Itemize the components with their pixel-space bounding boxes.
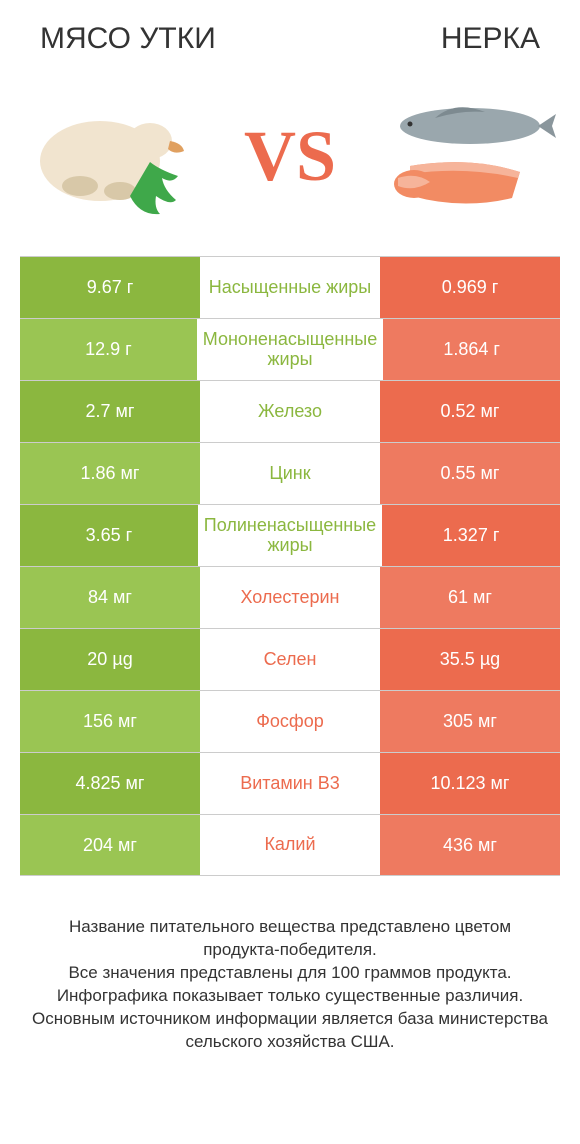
nutrient-label: Цинк — [200, 443, 380, 504]
footer-line: Все значения представлены для 100 граммо… — [30, 962, 550, 985]
left-value: 12.9 г — [20, 319, 197, 380]
right-value: 0.52 мг — [380, 381, 560, 442]
left-value: 1.86 мг — [20, 443, 200, 504]
right-value: 436 мг — [380, 815, 560, 875]
right-value: 305 мг — [380, 691, 560, 752]
left-value: 3.65 г — [20, 505, 198, 566]
left-value: 84 мг — [20, 567, 200, 628]
table-row: 20 µgСелен35.5 µg — [20, 628, 560, 690]
table-row: 12.9 гМононенасыщенные жиры1.864 г — [20, 318, 560, 380]
table-row: 156 мгФосфор305 мг — [20, 690, 560, 752]
nutrient-label: Калий — [200, 815, 380, 875]
fish-icon — [380, 86, 560, 226]
left-value: 204 мг — [20, 815, 200, 875]
nutrient-label: Полиненасыщенные жиры — [198, 505, 382, 566]
left-value: 156 мг — [20, 691, 200, 752]
vs-label: VS — [244, 115, 336, 198]
right-value: 1.327 г — [382, 505, 560, 566]
nutrient-label: Железо — [200, 381, 380, 442]
right-value: 61 мг — [380, 567, 560, 628]
left-value: 2.7 мг — [20, 381, 200, 442]
hero-row: VS — [0, 56, 580, 256]
title-left: Мясо Утки — [40, 22, 216, 56]
nutrient-label: Мононенасыщенные жиры — [197, 319, 383, 380]
footer-line: Основным источником информации является … — [30, 1008, 550, 1054]
table-row: 1.86 мгЦинк0.55 мг — [20, 442, 560, 504]
title-right: Нерка — [441, 22, 540, 56]
table-row: 9.67 гНасыщенные жиры0.969 г — [20, 256, 560, 318]
left-value: 9.67 г — [20, 257, 200, 318]
footer-line: Название питательного вещества представл… — [30, 916, 550, 962]
table-row: 204 мгКалий436 мг — [20, 814, 560, 876]
right-value: 1.864 г — [383, 319, 560, 380]
footer-line: Инфографика показывает только существенн… — [30, 985, 550, 1008]
footer-notes: Название питательного вещества представл… — [0, 876, 580, 1054]
table-row: 4.825 мгВитамин B310.123 мг — [20, 752, 560, 814]
left-value: 4.825 мг — [20, 753, 200, 814]
nutrient-label: Селен — [200, 629, 380, 690]
nutrient-label: Фосфор — [200, 691, 380, 752]
titles-row: Мясо Утки Нерка — [0, 0, 580, 56]
left-value: 20 µg — [20, 629, 200, 690]
table-row: 2.7 мгЖелезо0.52 мг — [20, 380, 560, 442]
table-row: 3.65 гПолиненасыщенные жиры1.327 г — [20, 504, 560, 566]
duck-image — [20, 86, 200, 226]
right-value: 0.969 г — [380, 257, 560, 318]
right-value: 0.55 мг — [380, 443, 560, 504]
duck-icon — [20, 86, 200, 226]
nutrient-label: Насыщенные жиры — [200, 257, 380, 318]
nutrient-label: Витамин B3 — [200, 753, 380, 814]
comparison-table: 9.67 гНасыщенные жиры0.969 г12.9 гМононе… — [20, 256, 560, 876]
fish-image — [380, 86, 560, 226]
right-value: 10.123 мг — [380, 753, 560, 814]
nutrient-label: Холестерин — [200, 567, 380, 628]
right-value: 35.5 µg — [380, 629, 560, 690]
table-row: 84 мгХолестерин61 мг — [20, 566, 560, 628]
